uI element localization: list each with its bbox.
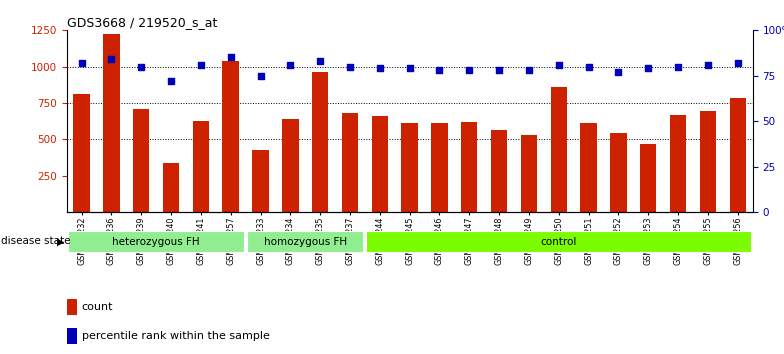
Bar xyxy=(67,299,77,315)
Text: ▶: ▶ xyxy=(56,236,64,246)
Bar xyxy=(193,120,209,212)
Bar xyxy=(282,119,299,212)
Bar xyxy=(372,116,388,212)
Point xyxy=(463,67,476,73)
Text: homozygous FH: homozygous FH xyxy=(263,236,347,247)
Bar xyxy=(640,144,656,212)
Point xyxy=(135,64,147,69)
Text: count: count xyxy=(82,302,113,312)
Text: heterozygous FH: heterozygous FH xyxy=(112,236,200,247)
Point xyxy=(75,60,88,66)
Bar xyxy=(610,133,626,212)
Bar xyxy=(670,115,686,212)
Bar xyxy=(312,72,328,212)
Text: percentile rank within the sample: percentile rank within the sample xyxy=(82,331,270,341)
Point xyxy=(642,65,655,71)
Bar xyxy=(550,87,567,212)
Point xyxy=(403,65,416,71)
Point xyxy=(553,62,565,68)
FancyBboxPatch shape xyxy=(247,231,364,252)
Point xyxy=(373,65,386,71)
Point xyxy=(284,62,296,68)
Bar xyxy=(461,122,477,212)
Text: disease state: disease state xyxy=(1,236,71,246)
Bar xyxy=(491,130,507,212)
Point xyxy=(194,62,207,68)
Point xyxy=(702,62,714,68)
Point xyxy=(105,56,118,62)
Bar xyxy=(223,61,239,212)
Bar xyxy=(163,163,180,212)
Bar xyxy=(342,113,358,212)
Point xyxy=(612,69,625,75)
Point xyxy=(731,60,744,66)
Bar xyxy=(74,94,89,212)
Point xyxy=(583,64,595,69)
Point xyxy=(314,58,326,64)
Point xyxy=(672,64,684,69)
Bar xyxy=(431,123,448,212)
Text: control: control xyxy=(541,236,577,247)
Bar xyxy=(133,109,150,212)
Text: GDS3668 / 219520_s_at: GDS3668 / 219520_s_at xyxy=(67,16,217,29)
Point xyxy=(165,78,177,84)
Point xyxy=(523,67,535,73)
Point xyxy=(224,55,237,60)
Bar xyxy=(521,135,537,212)
Point xyxy=(254,73,267,79)
Bar xyxy=(103,34,120,212)
FancyBboxPatch shape xyxy=(68,231,244,252)
Bar xyxy=(252,150,269,212)
FancyBboxPatch shape xyxy=(366,231,751,252)
Bar xyxy=(580,123,597,212)
Bar xyxy=(730,98,746,212)
Bar xyxy=(401,124,418,212)
Bar xyxy=(67,328,77,344)
Point xyxy=(343,64,356,69)
Bar xyxy=(699,111,716,212)
Point xyxy=(434,67,446,73)
Point xyxy=(493,67,506,73)
